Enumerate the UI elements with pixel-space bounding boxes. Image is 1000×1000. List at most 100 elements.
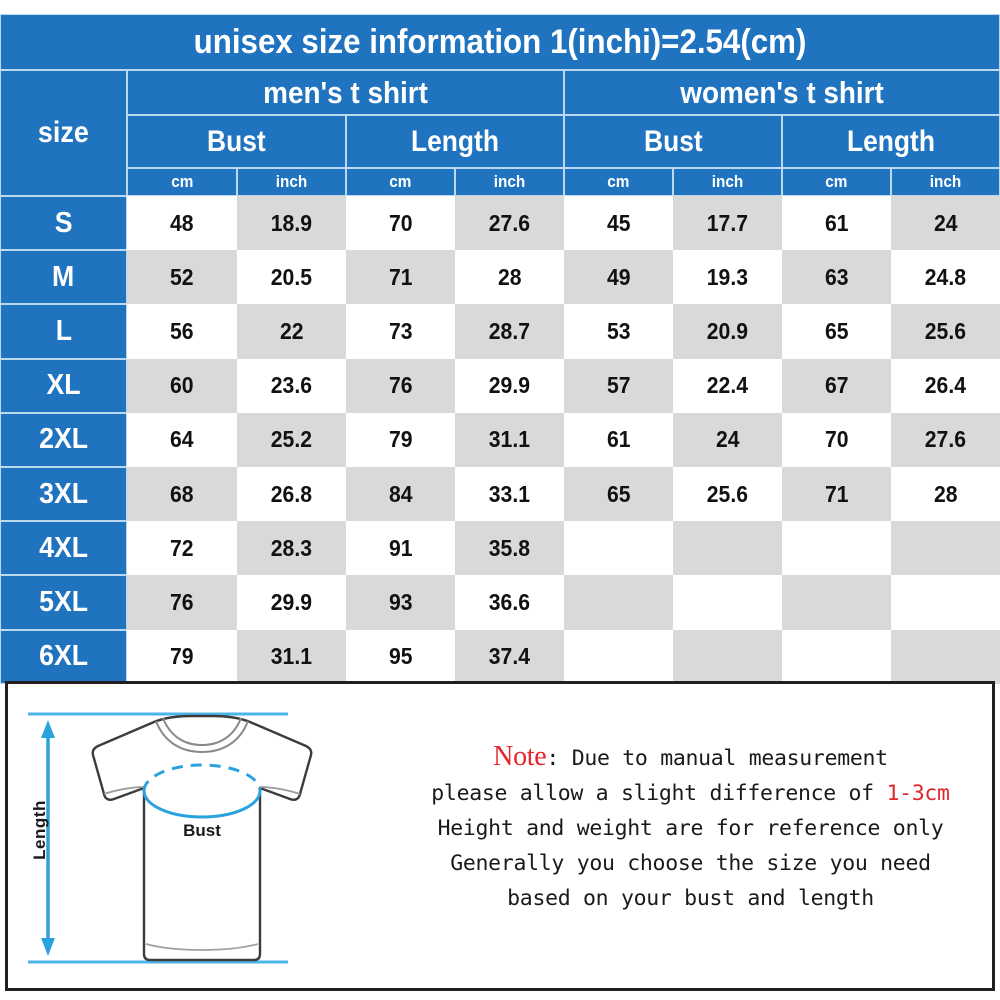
- table-cell-value: 65: [606, 480, 631, 507]
- table-cell-value: 28: [497, 263, 522, 290]
- table-cell: 95: [346, 629, 455, 684]
- size-label-cell: XL: [0, 358, 127, 413]
- table-cell: 20.5: [237, 250, 346, 305]
- table-cell: 84: [346, 467, 455, 522]
- table-cell-value: 19.3: [706, 263, 749, 290]
- table-cell-value: 24.8: [924, 263, 967, 290]
- table-cell-value: 45: [606, 209, 631, 236]
- table-cell-value: 28.3: [270, 534, 313, 561]
- table-cell-value: 26.8: [270, 480, 313, 507]
- table-cell-value: 67: [824, 372, 849, 399]
- table-cell: [673, 521, 782, 576]
- table-cell: [782, 575, 891, 630]
- unit-header-6: cm: [782, 168, 891, 196]
- measure-header-mens-length: Length: [346, 115, 564, 168]
- table-cell-value: 36.6: [488, 588, 531, 615]
- table-cell-value: 29.9: [270, 588, 313, 615]
- table-cell-value: 17.7: [706, 209, 749, 236]
- table-cell-value: 24: [933, 209, 958, 236]
- table-cell: 22.4: [673, 358, 782, 413]
- table-cell: 61: [782, 196, 891, 251]
- table-cell-value: 61: [606, 426, 631, 453]
- table-cell: 49: [564, 250, 673, 305]
- table-cell: [891, 575, 1000, 630]
- size-label-cell: 2XL: [0, 412, 127, 467]
- table-cell-value: 27.6: [924, 426, 967, 453]
- note-line-3: Height and weight are for reference only: [437, 816, 944, 841]
- table-cell-value: 18.9: [270, 209, 313, 236]
- table-cell: 71: [346, 250, 455, 305]
- table-cell-value: 93: [388, 588, 413, 615]
- note-line-4: Generally you choose the size you need: [450, 851, 931, 876]
- tshirt-hem: [145, 943, 259, 951]
- size-label-cell: S: [0, 196, 127, 251]
- table-cell: 17.7: [673, 196, 782, 251]
- size-label-text: S: [54, 206, 73, 239]
- table-cell: 35.8: [455, 521, 564, 576]
- table-cell: 24: [673, 412, 782, 467]
- group-header-mens: men's t shirt: [127, 70, 564, 115]
- table-cell-value: 52: [170, 263, 194, 290]
- table-cell-value: 71: [388, 263, 413, 290]
- table-cell-value: 73: [388, 317, 413, 344]
- table-cell: 45: [564, 196, 673, 251]
- table-cell: 29.9: [237, 575, 346, 630]
- table-cell: 76: [127, 575, 237, 630]
- size-label-cell: 4XL: [0, 521, 127, 576]
- table-cell: 36.6: [455, 575, 564, 630]
- table-cell-value: 68: [170, 480, 194, 507]
- table-cell-value: 22.4: [706, 372, 749, 399]
- table-cell-value: 22: [279, 317, 304, 344]
- size-label-text: 4XL: [39, 531, 88, 564]
- note-text-block: Note: Due to manual measurement please a…: [393, 739, 988, 916]
- table-cell: 71: [782, 467, 891, 522]
- length-label: Length: [30, 800, 49, 860]
- note-line-1-rest: : Due to manual measurement: [546, 746, 888, 771]
- table-cell-value: 70: [824, 426, 849, 453]
- table-cell-value: 53: [606, 317, 631, 344]
- table-cell-value: 48: [170, 209, 194, 236]
- table-cell: 93: [346, 575, 455, 630]
- table-cell-value: 65: [824, 317, 849, 344]
- table-cell: 22: [237, 304, 346, 359]
- table-cell: 53: [564, 304, 673, 359]
- size-label-text: 2XL: [39, 423, 88, 456]
- table-cell-value: 27.6: [488, 209, 531, 236]
- table-cell: 27.6: [891, 412, 1000, 467]
- table-cell-value: 26.4: [924, 372, 967, 399]
- table-cell: 28.7: [455, 304, 564, 359]
- size-label-text: 3XL: [39, 477, 88, 510]
- note-panel: Bust Length Note: Due to manual measurem…: [5, 681, 995, 991]
- unit-header-3: inch: [455, 168, 564, 196]
- bust-ellipse: [142, 763, 262, 819]
- table-cell: 70: [346, 196, 455, 251]
- table-cell: [673, 575, 782, 630]
- table-cell-value: 25.6: [706, 480, 749, 507]
- measure-header-womens-length: Length: [782, 115, 1000, 168]
- table-cell: 27.6: [455, 196, 564, 251]
- table-cell: 28.3: [237, 521, 346, 576]
- table-cell: [891, 521, 1000, 576]
- table-cell-value: 31.1: [488, 426, 531, 453]
- tshirt-sleeve-seams: [103, 786, 301, 795]
- unit-header-7: inch: [891, 168, 1000, 196]
- table-cell: [564, 521, 673, 576]
- table-cell: 24: [891, 196, 1000, 251]
- size-label-cell: 3XL: [0, 467, 127, 522]
- table-cell: 63: [782, 250, 891, 305]
- table-cell-value: 28: [933, 480, 958, 507]
- table-cell-value: 23.6: [270, 372, 313, 399]
- table-cell-value: 91: [388, 534, 413, 561]
- table-cell: 26.4: [891, 358, 1000, 413]
- size-label-cell: 6XL: [0, 629, 127, 684]
- table-cell: [782, 629, 891, 684]
- unit-header-0: cm: [127, 168, 237, 196]
- table-cell: 72: [127, 521, 237, 576]
- table-cell-value: 79: [388, 426, 413, 453]
- table-cell: 91: [346, 521, 455, 576]
- table-cell: 79: [127, 629, 237, 684]
- note-line-2-text: please allow a slight difference of: [431, 781, 887, 806]
- table-cell: 25.6: [673, 467, 782, 522]
- bust-label: Bust: [183, 821, 221, 840]
- table-cell: 79: [346, 412, 455, 467]
